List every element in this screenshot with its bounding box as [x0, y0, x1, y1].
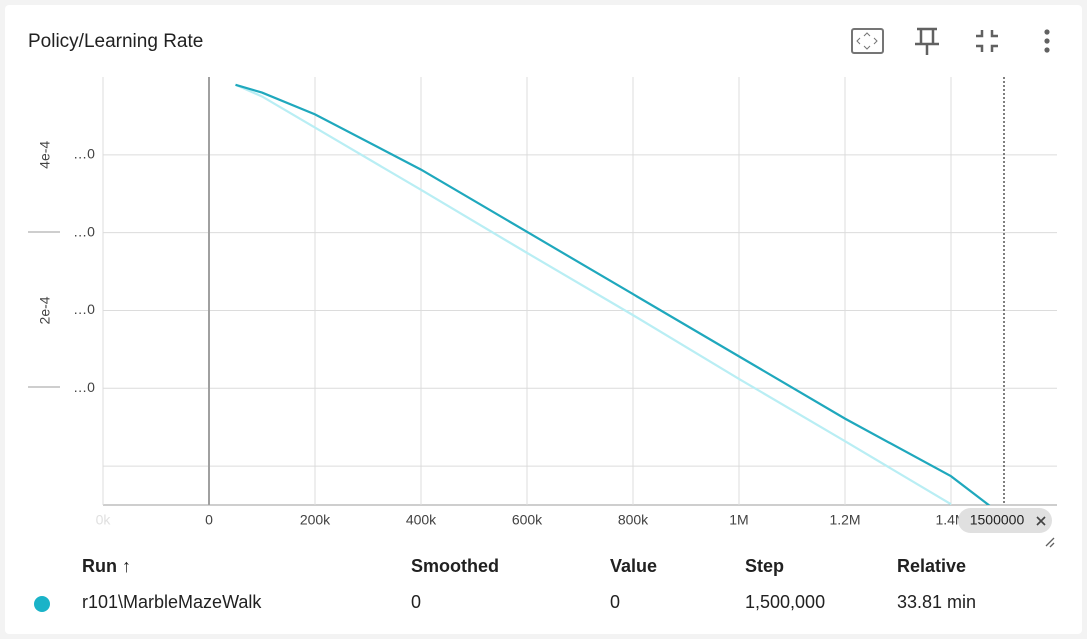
x-tick-label: 400k — [406, 512, 437, 528]
collapse-icon[interactable] — [976, 30, 998, 52]
column-header[interactable]: Run ↑ — [82, 556, 131, 576]
chip-close — [1036, 516, 1046, 526]
x-tick-label: 1.2M — [829, 512, 860, 528]
column-header[interactable]: Relative — [897, 556, 967, 576]
y-tick-label: …0 — [73, 379, 95, 395]
column-header[interactable]: Smoothed — [411, 556, 499, 576]
grid — [102, 77, 1057, 505]
plot-area — [235, 83, 991, 505]
y-scale-label: 2e-4 — [37, 296, 53, 324]
resize-handle[interactable] — [1045, 537, 1055, 548]
x-tick-label: 600k — [512, 512, 543, 528]
table-cell: 1,500,000 — [745, 592, 826, 612]
chart: Policy/Learning Rate …0 …0 …0 …0 4e-4 2e-4 0k 0… — [28, 27, 1057, 548]
y-scale-label: 4e-4 — [37, 141, 53, 169]
line — [235, 83, 952, 505]
y-tick-label: …0 — [73, 146, 95, 162]
cursor-label: 1500000 — [970, 512, 1025, 528]
table-cell: 0 — [411, 592, 422, 612]
table-cell: 0 — [610, 592, 621, 612]
column-header[interactable]: Value — [610, 556, 658, 576]
menu-icon[interactable] — [1044, 29, 1050, 53]
chart-title: Policy/Learning Rate — [28, 31, 203, 52]
x-tick-label: 800k — [618, 512, 649, 528]
column-header[interactable]: Step — [745, 556, 785, 576]
y-tick-label: …0 — [73, 301, 95, 317]
x-tick-label: 1M — [729, 512, 748, 528]
y-tick-label: …0 — [73, 223, 95, 239]
table-cell: 33.81 min — [897, 592, 977, 612]
cursor-chip — [958, 508, 1052, 533]
card — [5, 5, 1082, 634]
pin-icon[interactable] — [915, 27, 939, 55]
run-color-dot — [34, 596, 50, 612]
x-tick-label: 0k — [96, 512, 112, 528]
fit-icon[interactable] — [851, 28, 884, 54]
x-tick-label: 0 — [205, 512, 213, 528]
x-tick-label: 200k — [300, 512, 331, 528]
table-cell: r101\MarbleMazeWalk — [82, 592, 262, 612]
line — [235, 83, 991, 505]
